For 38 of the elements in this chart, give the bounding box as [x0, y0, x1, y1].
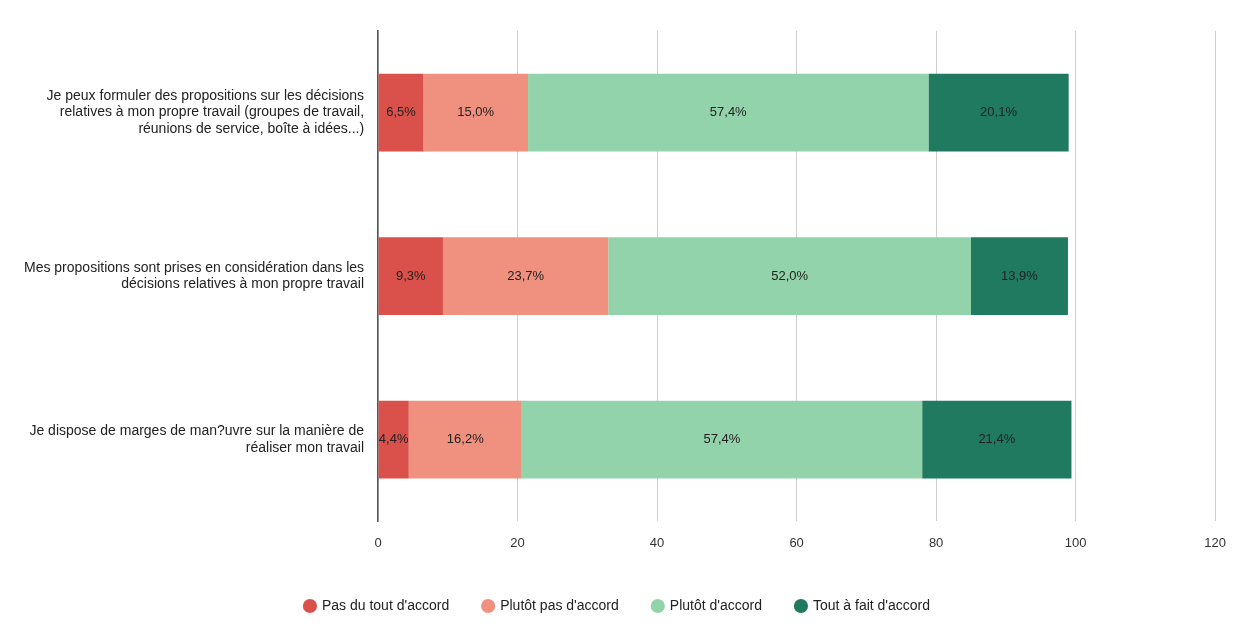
bar: [608, 237, 972, 315]
legend-label: Tout à fait d'accord: [812, 596, 931, 613]
data-label: 9,3%: [395, 267, 427, 283]
data-label: 57,4%: [709, 104, 748, 120]
data-label: 13,9%: [1001, 267, 1039, 283]
legend-label: Plutôt pas d'accord: [500, 596, 619, 613]
bar: [928, 73, 1069, 152]
bar: [442, 237, 609, 315]
bar: [528, 73, 929, 152]
bar: [521, 400, 923, 479]
x-tick-label: 60: [789, 534, 804, 550]
x-tick-label: 80: [928, 534, 944, 550]
x-tick-label: 20: [510, 534, 525, 550]
bar: [971, 237, 1068, 315]
y-tick-label: Je peux formuler des propositions sur les décisions relatives à mon propre travail (groupes de travail, réunions de service, boîte à idées...): [46, 86, 365, 137]
bar: [378, 237, 443, 315]
data-label: 15,0%: [457, 104, 495, 120]
x-tick-label: 40: [649, 534, 665, 550]
y-tick-label: Je dispose de marges de man?uvre sur la manière de réaliser mon travail: [29, 422, 365, 455]
bar: [408, 400, 522, 479]
data-label: 23,7%: [507, 267, 545, 283]
bar: [378, 73, 424, 152]
legend-label: Pas du tout d'accord: [321, 596, 450, 613]
data-label: 21,4%: [978, 431, 1016, 447]
bar: [922, 400, 1072, 479]
x-tick-label: 100: [1064, 534, 1087, 550]
x-tick-label: 120: [1204, 534, 1227, 550]
data-label: 16,2%: [446, 431, 485, 447]
data-label: 6,5%: [386, 104, 417, 120]
x-tick-label: 0: [374, 534, 382, 550]
legend-label: Plutôt d'accord: [669, 596, 762, 613]
data-label: 4,4%: [378, 431, 409, 447]
y-tick-label: Mes propositions sont prises en considération dans les décisions relatives à mon propre travail: [24, 258, 365, 292]
data-label: 52,0%: [771, 267, 809, 283]
data-label: 20,1%: [980, 104, 1018, 120]
bar: [423, 73, 529, 152]
bar: [378, 400, 409, 479]
data-label: 57,4%: [703, 431, 741, 447]
